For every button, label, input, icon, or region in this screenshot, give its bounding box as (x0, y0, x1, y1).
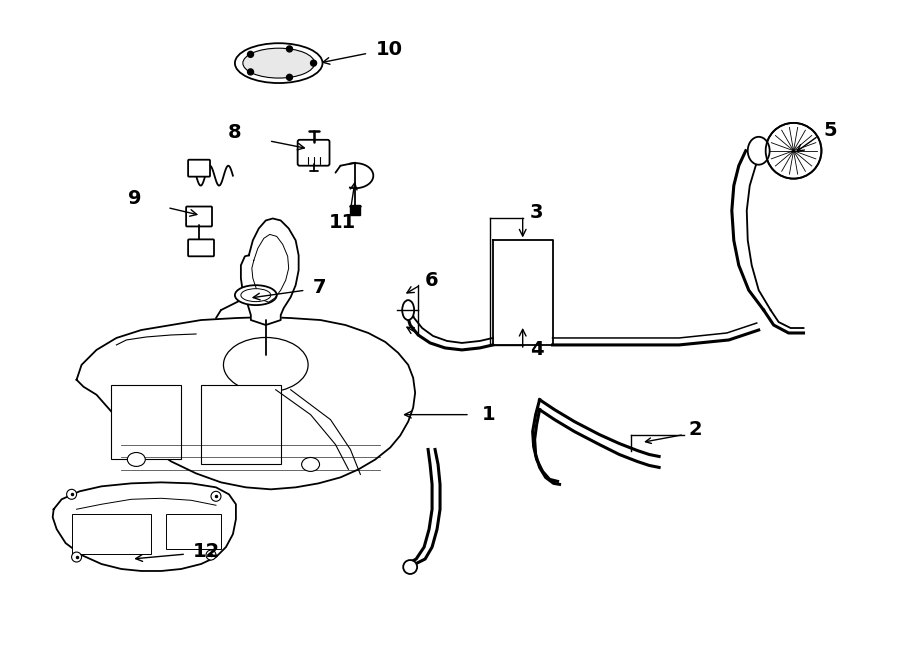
Text: 3: 3 (530, 203, 544, 222)
Text: 2: 2 (689, 420, 703, 439)
Circle shape (248, 52, 254, 58)
Text: 11: 11 (328, 213, 356, 232)
Polygon shape (53, 483, 236, 571)
Bar (112, 385, 181, 459)
Bar (166, 514, 221, 549)
Ellipse shape (243, 48, 315, 78)
Ellipse shape (402, 300, 414, 320)
FancyBboxPatch shape (298, 140, 329, 166)
FancyBboxPatch shape (188, 160, 210, 176)
Circle shape (286, 46, 292, 52)
FancyBboxPatch shape (188, 239, 214, 256)
Circle shape (286, 74, 292, 81)
Polygon shape (76, 317, 415, 489)
Text: 5: 5 (824, 122, 837, 140)
FancyBboxPatch shape (186, 206, 212, 227)
Text: 6: 6 (425, 271, 438, 290)
Circle shape (211, 491, 221, 501)
Circle shape (310, 60, 317, 66)
Text: 10: 10 (375, 40, 402, 59)
Polygon shape (241, 219, 299, 325)
Circle shape (248, 69, 254, 75)
Circle shape (206, 550, 216, 560)
Circle shape (67, 489, 76, 499)
Ellipse shape (235, 43, 322, 83)
Text: 4: 4 (530, 340, 544, 360)
Ellipse shape (128, 453, 145, 467)
Text: 7: 7 (312, 278, 326, 297)
Ellipse shape (241, 289, 271, 301)
Text: 8: 8 (228, 124, 241, 142)
Circle shape (403, 560, 417, 574)
Ellipse shape (223, 338, 308, 392)
Text: 12: 12 (194, 541, 220, 561)
Ellipse shape (748, 137, 770, 165)
Circle shape (766, 123, 822, 178)
Bar (201, 385, 281, 465)
Bar (72, 514, 151, 554)
Polygon shape (493, 241, 553, 345)
Ellipse shape (235, 285, 276, 305)
Ellipse shape (302, 457, 319, 471)
Circle shape (72, 552, 82, 562)
Text: 1: 1 (482, 405, 496, 424)
Text: 9: 9 (128, 189, 141, 208)
